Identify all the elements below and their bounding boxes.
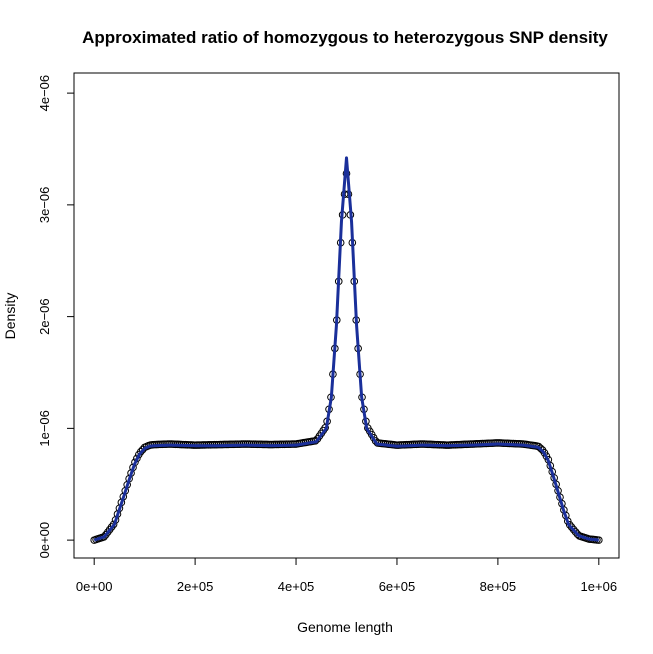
x-tick-label: 1e+06 xyxy=(581,579,618,594)
data-point xyxy=(573,530,582,539)
plot-frame xyxy=(73,72,620,559)
chart-title: Approximated ratio of homozygous to hete… xyxy=(82,28,608,47)
y-tick-label: 1e−06 xyxy=(37,410,52,447)
x-tick-label: 8e+05 xyxy=(480,579,517,594)
data-point xyxy=(565,520,574,529)
x-tick-label: 2e+05 xyxy=(177,579,214,594)
series-layer xyxy=(90,156,603,544)
data-point xyxy=(569,525,578,534)
x-tick-label: 0e+00 xyxy=(76,579,113,594)
x-tick-label: 4e+05 xyxy=(278,579,315,594)
fit-line xyxy=(93,156,600,542)
y-axis-label: Density xyxy=(2,293,18,340)
y-axis: 0e+00 1e−06 2e−06 3e−06 4e−06 xyxy=(37,75,75,559)
y-tick-label: 3e−06 xyxy=(37,187,52,224)
points-series xyxy=(90,169,603,544)
x-tick-label: 6e+05 xyxy=(379,579,416,594)
y-tick-label: 2e−06 xyxy=(37,298,52,335)
data-point xyxy=(567,523,576,531)
data-point xyxy=(571,528,580,536)
x-axis: 0e+00 2e+05 4e+05 6e+05 8e+05 1e+06 xyxy=(76,557,618,594)
y-tick-label: 0e+00 xyxy=(37,522,52,559)
y-tick-label: 4e−06 xyxy=(37,75,52,112)
x-axis-label: Genome length xyxy=(297,619,393,635)
